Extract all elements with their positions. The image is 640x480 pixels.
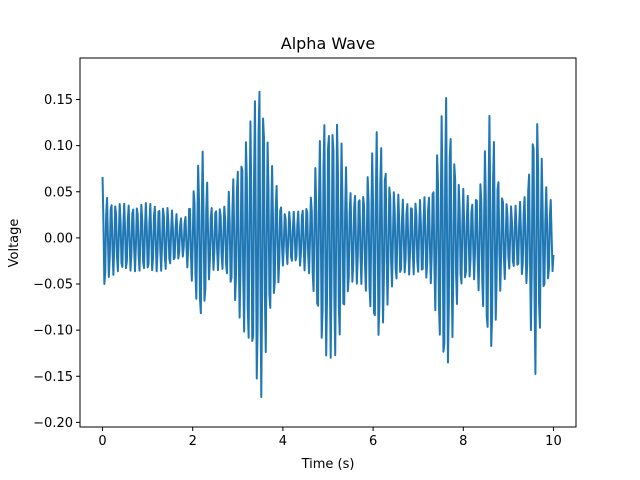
y-tick-label: −0.20 <box>33 416 73 431</box>
x-tick-label: 2 <box>189 434 197 449</box>
x-tick-label: 10 <box>545 434 562 449</box>
y-tick-label: −0.10 <box>33 324 73 339</box>
y-tick-label: −0.15 <box>33 370 73 385</box>
y-axis-label: Voltage <box>7 219 22 268</box>
x-tick-label: 0 <box>98 434 106 449</box>
plot-frame <box>79 57 577 428</box>
y-tick-label: 0.05 <box>44 185 73 200</box>
chart-title: Alpha Wave <box>281 34 376 53</box>
y-tick-label: −0.05 <box>33 278 73 293</box>
x-tick-label: 6 <box>369 434 377 449</box>
y-tick-label: 0.10 <box>44 139 73 154</box>
x-tick-label: 4 <box>279 434 287 449</box>
voltage-series-line <box>101 90 555 399</box>
y-tick-label: 0.00 <box>44 231 73 246</box>
y-axis: −0.20 −0.15 −0.10 −0.05 0.00 0.05 0.10 0.15 <box>33 93 80 431</box>
x-tick-label: 8 <box>459 434 467 449</box>
y-tick-label: 0.15 <box>44 93 73 108</box>
plot-area <box>101 90 555 399</box>
x-axis-label: Time (s) <box>301 457 355 472</box>
x-axis: 0 2 4 6 8 10 <box>98 427 562 449</box>
